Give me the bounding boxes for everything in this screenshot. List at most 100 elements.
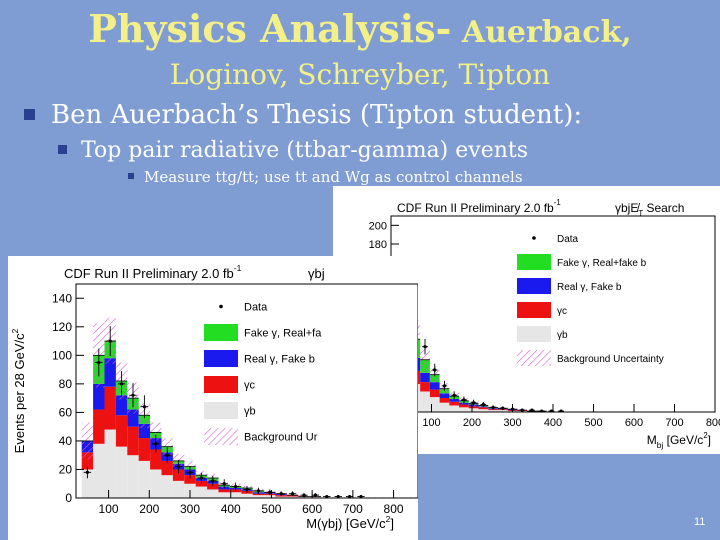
data-point bbox=[359, 494, 363, 498]
chart-title: CDF Run II Preliminary 2.0 fb-1 bbox=[397, 198, 561, 215]
y-tick-label: 200 bbox=[369, 220, 387, 232]
chart-mgammabj-distribution: 0 20 40 60 80 100 120 140 100 200 300 400 500 600 700 8… bbox=[10, 263, 418, 531]
data-point bbox=[559, 409, 563, 412]
data-point bbox=[188, 470, 192, 474]
bar-gamma-b bbox=[93, 443, 105, 498]
bar-gamma-c bbox=[229, 489, 242, 493]
data-point bbox=[442, 384, 447, 388]
bar-gamma-c bbox=[81, 452, 94, 470]
x-tick-label: 100 bbox=[422, 417, 440, 429]
legend-uncertainty-swatch bbox=[517, 350, 551, 366]
chart-title-right: γbj bbox=[308, 266, 325, 281]
data-point bbox=[165, 453, 169, 457]
data-point bbox=[177, 465, 181, 469]
data-point bbox=[154, 442, 158, 446]
legend-label: Background Uncertainty bbox=[557, 354, 664, 365]
legend-swatch-b bbox=[204, 402, 238, 419]
bar-gamma-b bbox=[241, 493, 253, 498]
data-point bbox=[501, 406, 505, 410]
bar-gamma-b bbox=[439, 402, 450, 412]
y-tick-label: 20 bbox=[59, 462, 73, 476]
data-point bbox=[462, 398, 466, 402]
bar-gamma-b bbox=[420, 391, 430, 412]
data-point bbox=[549, 409, 553, 412]
legend-swatch-b bbox=[517, 326, 551, 342]
bar-gamma-b bbox=[104, 429, 116, 498]
bar-gamma-c bbox=[127, 426, 139, 456]
chart-title-right-subscript: T bbox=[638, 209, 643, 218]
data-point bbox=[85, 470, 89, 474]
bar-gamma-c bbox=[195, 480, 208, 487]
data-point bbox=[120, 382, 124, 386]
bar-real-gamma bbox=[104, 358, 116, 387]
data-point bbox=[199, 476, 203, 480]
slide-title-authors: Loginov, Schreyber, Tipton bbox=[169, 58, 551, 91]
y-tick-label: 40 bbox=[59, 434, 73, 448]
chart-title-superscript: -1 bbox=[234, 263, 242, 273]
title-main: Physics Analysis- bbox=[88, 6, 452, 51]
y-axis-label-superscript: 2 bbox=[10, 328, 20, 333]
bar-gamma-b bbox=[449, 405, 460, 412]
bar-gamma-c bbox=[429, 389, 440, 398]
x-axis-label-text: M bbox=[647, 433, 657, 447]
bar-real-gamma bbox=[449, 398, 460, 402]
chart-title: CDF Run II Preliminary 2.0 fb-1 bbox=[64, 263, 242, 281]
bar-real-gamma bbox=[93, 383, 105, 410]
data-point bbox=[472, 401, 476, 405]
legend-label: Real γ, Fake b bbox=[244, 354, 315, 366]
chart-title-superscript: -1 bbox=[554, 198, 561, 207]
x-tick-label: 300 bbox=[180, 502, 200, 516]
bar-gamma-b bbox=[286, 496, 299, 498]
bar-gamma-b bbox=[138, 460, 151, 498]
x-tick-label: 500 bbox=[584, 417, 602, 429]
legend-swatch-c bbox=[204, 376, 238, 393]
x-tick-label: 400 bbox=[544, 417, 562, 429]
x-axis-label: M(γbj) [GeV/c2] bbox=[306, 514, 394, 531]
data-point bbox=[540, 409, 544, 412]
bar-gamma-b bbox=[81, 469, 94, 498]
legend-label: Fake γ, Real+fake b bbox=[557, 258, 647, 269]
y-tick-label: 140 bbox=[52, 291, 72, 305]
y-tick-label: 0 bbox=[65, 491, 72, 505]
bullet-level-3: Measure ttg/tt; use tt and Wg as control… bbox=[128, 168, 523, 186]
x-tick-label: 800 bbox=[384, 502, 404, 516]
bar-gamma-b bbox=[478, 409, 489, 412]
bullet-square-icon bbox=[128, 173, 134, 179]
bar-gamma-b bbox=[429, 397, 440, 412]
plot-frame bbox=[75, 283, 418, 499]
bar-gamma-c bbox=[150, 449, 162, 470]
data-point bbox=[348, 494, 352, 498]
data-point bbox=[520, 408, 524, 412]
data-point bbox=[491, 405, 495, 409]
bar-real-gamma bbox=[439, 393, 450, 398]
x-tick-label: 300 bbox=[503, 417, 521, 429]
data-point bbox=[433, 368, 437, 372]
x-axis-label: Mbj [GeV/c2] bbox=[647, 431, 711, 450]
bar-gamma-b bbox=[488, 410, 498, 412]
bar-gamma-b bbox=[218, 492, 230, 498]
y-axis-label-text: Events per 28 GeV/c bbox=[12, 333, 27, 453]
bar-gamma-c bbox=[449, 401, 460, 406]
x-axis-label-superscript: 2 bbox=[703, 431, 707, 440]
chart-title-text: CDF Run II Preliminary 2.0 fb bbox=[397, 201, 554, 215]
chart-title-right-end: Search bbox=[643, 201, 684, 215]
bar-real-gamma bbox=[115, 395, 128, 416]
bar-gamma-c bbox=[138, 438, 151, 461]
x-tick-label: 500 bbox=[261, 502, 281, 516]
bullet-square-icon bbox=[24, 108, 35, 120]
bar-real-gamma bbox=[420, 372, 430, 383]
x-tick-label: 600 bbox=[625, 417, 643, 429]
legend-label: γb bbox=[557, 330, 568, 341]
bar-gamma-b bbox=[309, 496, 322, 498]
bar-real-gamma bbox=[138, 423, 151, 439]
data-point bbox=[530, 408, 534, 412]
bar-gamma-c bbox=[93, 409, 105, 444]
y-tick-label: 60 bbox=[59, 405, 73, 419]
slide-title: Physics Analysis- Auerback, bbox=[0, 6, 720, 51]
data-point bbox=[302, 493, 306, 497]
legend-label: Fake γ, Real+fa bbox=[244, 328, 322, 340]
legend-label: γc bbox=[557, 306, 567, 317]
bullet-2-text: Top pair radiative (ttbar-gamma) events bbox=[81, 138, 529, 163]
legend-label: Data bbox=[557, 234, 579, 245]
title-authors-first: Auerback, bbox=[451, 15, 632, 50]
